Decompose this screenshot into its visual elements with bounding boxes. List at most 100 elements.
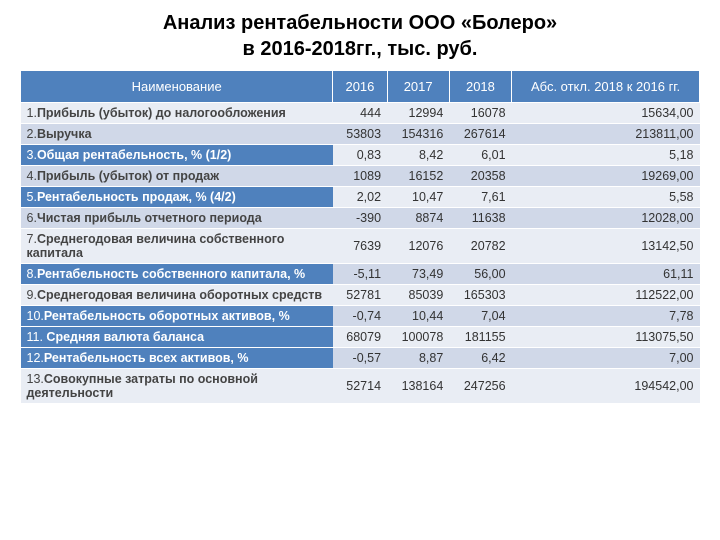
cell-value: 7,04 [449,306,511,327]
row-label: 11. Средняя валюта баланса [21,327,333,348]
cell-value: 5,18 [512,145,700,166]
row-label-text: Рентабельность оборотных активов, % [44,309,290,323]
cell-value: 12076 [387,229,449,264]
row-label-text: Чистая прибыль отчетного периода [37,211,262,225]
row-num: 11. [27,330,43,344]
row-label-text: Общая рентабельность, % (1/2) [37,148,231,162]
cell-value: 52714 [333,369,387,404]
cell-value: 52781 [333,285,387,306]
cell-value: 181155 [449,327,511,348]
table-row: 8.Рентабельность собственного капитала, … [21,264,700,285]
cell-value: 20358 [449,166,511,187]
cell-value: 8874 [387,208,449,229]
cell-value: 165303 [449,285,511,306]
cell-value: 2,02 [333,187,387,208]
cell-value: 56,00 [449,264,511,285]
col-2016: 2016 [333,71,387,103]
cell-value: 247256 [449,369,511,404]
row-num: 7. [27,232,37,246]
table-row: 7.Среднегодовая величина собственного ка… [21,229,700,264]
row-label: 4.Прибыль (убыток) от продаж [21,166,333,187]
cell-value: 8,87 [387,348,449,369]
row-label-text: Среднегодовая величина оборотных средств [37,288,322,302]
cell-value: 20782 [449,229,511,264]
cell-value: -5,11 [333,264,387,285]
row-label-text: Рентабельность всех активов, % [44,351,249,365]
cell-value: 194542,00 [512,369,700,404]
title-line-1: Анализ рентабельности ООО «Болеро» [163,12,557,34]
table-container: Наименование 2016 2017 2018 Абс. откл. 2… [0,70,720,404]
row-label-text: Рентабельность продаж, % (4/2) [37,190,236,204]
cell-value: 213811,00 [512,124,700,145]
cell-value: 267614 [449,124,511,145]
col-2018: 2018 [449,71,511,103]
row-label-text: Рентабельность собственного капитала, % [37,267,305,281]
col-2017: 2017 [387,71,449,103]
row-num: 3. [27,148,37,162]
table-row: 13.Совокупные затраты по основной деятел… [21,369,700,404]
table-row: 12.Рентабельность всех активов, %-0,578,… [21,348,700,369]
row-label-text: Прибыль (убыток) до налогообложения [37,106,286,120]
cell-value: 6,42 [449,348,511,369]
table-body: 1.Прибыль (убыток) до налогообложения 444… [21,103,700,404]
cell-value: 10,44 [387,306,449,327]
cell-value: 85039 [387,285,449,306]
row-label-text: Среднегодовая величина собственного капи… [27,232,285,260]
cell-value: 112522,00 [512,285,700,306]
row-num: 9. [27,288,37,302]
row-label: 9.Среднегодовая величина оборотных средс… [21,285,333,306]
cell-value: 1089 [333,166,387,187]
row-num: 4. [27,169,37,183]
cell-value: 154316 [387,124,449,145]
cell-value: 73,49 [387,264,449,285]
row-label: 6.Чистая прибыль отчетного периода [21,208,333,229]
profitability-table: Наименование 2016 2017 2018 Абс. откл. 2… [20,70,700,404]
cell-value: 444 [333,103,387,124]
row-label: 5.Рентабельность продаж, % (4/2) [21,187,333,208]
row-num: 10. [27,309,44,323]
table-row: 6.Чистая прибыль отчетного периода-39088… [21,208,700,229]
cell-value: 100078 [387,327,449,348]
cell-value: 138164 [387,369,449,404]
row-num: 2. [27,127,37,141]
table-header-row: Наименование 2016 2017 2018 Абс. откл. 2… [21,71,700,103]
cell-value: 12994 [387,103,449,124]
cell-value: 16152 [387,166,449,187]
title-line-2: в 2016-2018гг., тыс. руб. [243,38,478,60]
row-label-text: Выручка [37,127,92,141]
row-label: 13.Совокупные затраты по основной деятел… [21,369,333,404]
table-row: 1.Прибыль (убыток) до налогообложения 444… [21,103,700,124]
cell-value: 68079 [333,327,387,348]
cell-value: 7639 [333,229,387,264]
table-row: 10.Рентабельность оборотных активов, % -0… [21,306,700,327]
cell-value: 13142,50 [512,229,700,264]
table-row: 2.Выручка 53803154316267614213811,00 [21,124,700,145]
cell-value: 11638 [449,208,511,229]
cell-value: 10,47 [387,187,449,208]
row-label: 3.Общая рентабельность, % (1/2) [21,145,333,166]
row-label-text: Средняя валюта баланса [43,330,204,344]
cell-value: 8,42 [387,145,449,166]
cell-value: -0,57 [333,348,387,369]
cell-value: 5,58 [512,187,700,208]
cell-value: 0,83 [333,145,387,166]
cell-value: 7,61 [449,187,511,208]
cell-value: -390 [333,208,387,229]
row-num: 1. [27,106,37,120]
row-num: 5. [27,190,37,204]
row-num: 8. [27,267,37,281]
cell-value: 53803 [333,124,387,145]
cell-value: 6,01 [449,145,511,166]
table-row: 11. Средняя валюта баланса68079100078181… [21,327,700,348]
cell-value: 113075,50 [512,327,700,348]
row-label-text: Прибыль (убыток) от продаж [37,169,219,183]
page-title: Анализ рентабельности ООО «Болеро» в 201… [0,0,720,70]
col-abs-dev: Абс. откл. 2018 к 2016 гг. [512,71,700,103]
cell-value: 16078 [449,103,511,124]
cell-value: -0,74 [333,306,387,327]
cell-value: 15634,00 [512,103,700,124]
table-row: 3.Общая рентабельность, % (1/2)0,838,426… [21,145,700,166]
table-row: 4.Прибыль (убыток) от продаж108916152203… [21,166,700,187]
cell-value: 61,11 [512,264,700,285]
row-label: 8.Рентабельность собственного капитала, … [21,264,333,285]
